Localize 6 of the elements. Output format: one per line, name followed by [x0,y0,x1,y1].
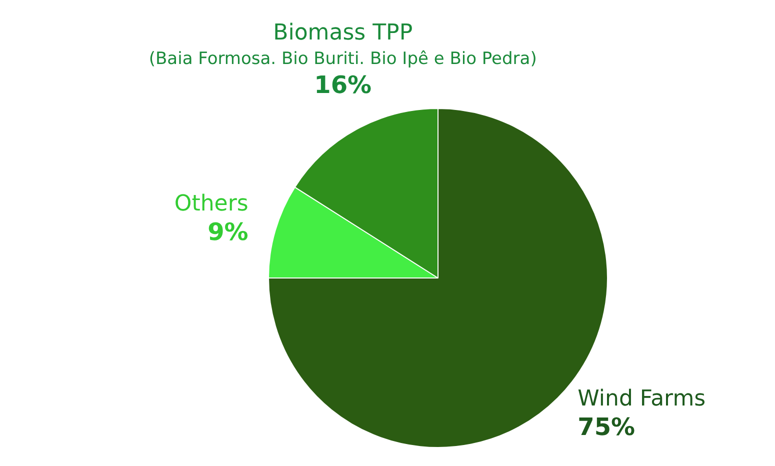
slice-label: Wind Farms [578,386,706,412]
slice-label: Biomass TPP (Baia Formosa. Bio Buriti. Bio Ipê e Bio Pedra) [148,20,537,69]
data-label: 75% [578,412,636,441]
data-label: 9% [208,218,248,246]
data-label: 16% [314,71,372,100]
slice-label: Others [174,192,248,217]
